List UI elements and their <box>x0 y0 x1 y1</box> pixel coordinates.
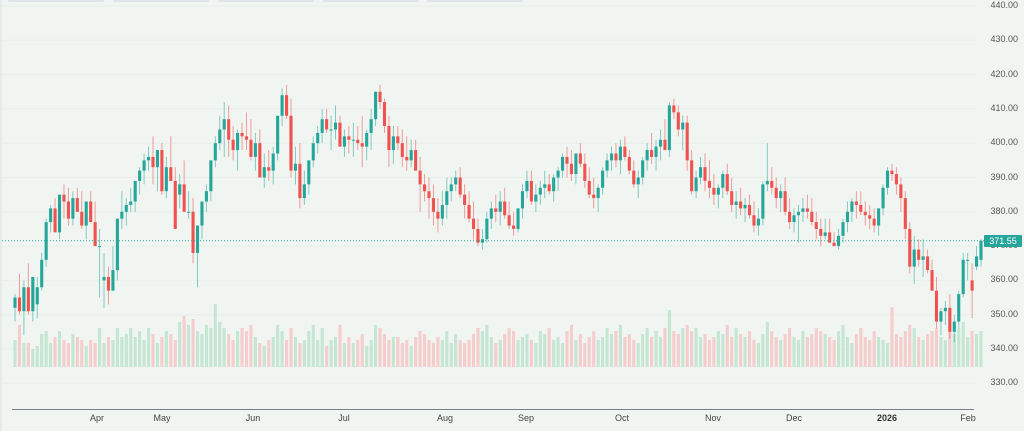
price-axis-label: 420.00 <box>990 68 1018 79</box>
price-axis-label: 400.00 <box>990 137 1018 148</box>
time-axis-label: 2026 <box>876 413 898 423</box>
time-axis-label: Oct <box>614 413 630 423</box>
time-axis-label: Aug <box>436 413 454 423</box>
toolbar-tab[interactable] <box>113 0 209 2</box>
time-axis-label: Jul <box>338 413 350 423</box>
price-axis-label: 390.00 <box>990 171 1018 182</box>
volume-bars <box>13 304 983 367</box>
left-border <box>0 0 2 431</box>
time-axis-label: Nov <box>704 413 722 423</box>
time-axis-label: Apr <box>89 413 105 423</box>
time-axis-label: May <box>153 413 171 423</box>
toolbar-tab[interactable] <box>323 0 419 2</box>
top-toolbar-strip <box>0 0 1024 3</box>
price-axis-label: 340.00 <box>990 343 1018 353</box>
toolbar-tab[interactable] <box>8 0 104 2</box>
price-axis-label: 330.00 <box>990 377 1018 388</box>
time-axis-label: Sep <box>517 413 535 423</box>
price-axis-label: 380.00 <box>990 205 1018 216</box>
last-price-badge: 371.55 <box>984 235 1022 247</box>
toolbar-tab[interactable] <box>427 0 523 2</box>
price-axis-label: 430.00 <box>990 34 1018 45</box>
time-axis-label: Dec <box>785 413 803 423</box>
candles <box>13 84 983 343</box>
toolbar-tab[interactable] <box>218 0 314 2</box>
price-axis-label: 350.00 <box>990 308 1018 319</box>
price-axis-label: 440.00 <box>990 0 1018 10</box>
price-axis-label: 360.00 <box>990 274 1018 285</box>
time-axis-label: Jun <box>245 413 261 423</box>
time-axis-line <box>12 409 974 410</box>
time-axis-label: Feb <box>960 413 976 423</box>
price-axis-label: 410.00 <box>990 102 1018 113</box>
